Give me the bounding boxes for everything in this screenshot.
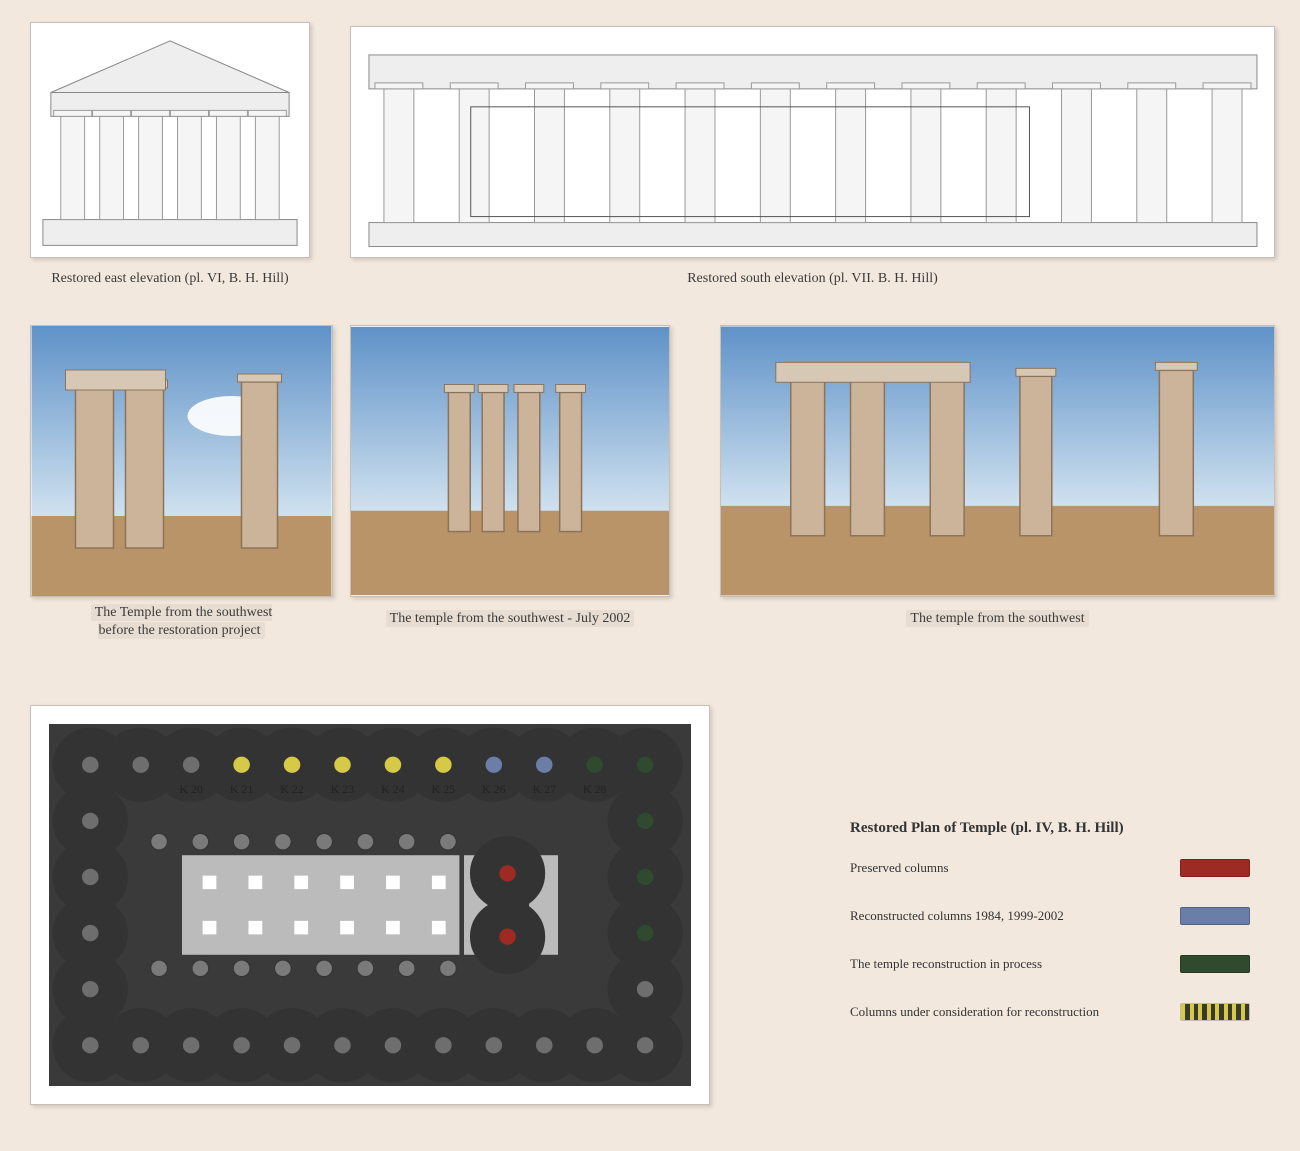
south-elevation-caption: Restored south elevation (pl. VII. B. H.…	[350, 270, 1275, 288]
svg-text:K 26: K 26	[482, 782, 506, 796]
legend-row: Columns under consideration for reconstr…	[850, 1003, 1250, 1021]
svg-text:K 23: K 23	[331, 782, 355, 796]
photo3-caption-text: The temple from the southwest	[906, 610, 1088, 627]
svg-text:K 20: K 20	[179, 782, 203, 796]
svg-text:K 22: K 22	[280, 782, 304, 796]
temple-plan: K 20K 21K 22K 23K 24K 25K 26K 27K 28K 29…	[30, 705, 710, 1105]
temple-plan-svg: K 20K 21K 22K 23K 24K 25K 26K 27K 28K 29…	[49, 724, 691, 1086]
svg-text:K 25: K 25	[432, 782, 456, 796]
svg-text:K 27: K 27	[533, 782, 557, 796]
svg-text:K 28: K 28	[583, 782, 607, 796]
south-elevation-svg	[351, 27, 1274, 258]
photo2-caption: The temple from the southwest - July 200…	[350, 610, 670, 628]
photo2-caption-text: The temple from the southwest - July 200…	[386, 610, 635, 627]
legend-label: Preserved columns	[850, 860, 1160, 876]
legend-row: The temple reconstruction in process	[850, 955, 1250, 973]
south-elevation-drawing	[350, 26, 1275, 258]
east-elevation-caption: Restored east elevation (pl. VI, B. H. H…	[30, 270, 310, 288]
photo1-caption-text: The Temple from the southwestbefore the …	[91, 604, 273, 639]
svg-text:K 21: K 21	[230, 782, 254, 796]
svg-text:K 24: K 24	[381, 782, 405, 796]
legend-swatch	[1180, 1003, 1250, 1021]
east-elevation-svg	[31, 23, 309, 257]
photo-current	[720, 325, 1275, 597]
legend-swatch	[1180, 859, 1250, 877]
legend-label: Reconstructed columns 1984, 1999-2002	[850, 908, 1160, 924]
photo-before-restoration	[30, 325, 333, 597]
legend-label: Columns under consideration for reconstr…	[850, 1004, 1160, 1020]
legend-row: Preserved columns	[850, 859, 1250, 877]
photo-july-2002	[350, 325, 670, 597]
legend-label: The temple reconstruction in process	[850, 956, 1160, 972]
photo1-caption: The Temple from the southwestbefore the …	[30, 604, 333, 640]
legend-swatch	[1180, 955, 1250, 973]
legend-title: Restored Plan of Temple (pl. IV, B. H. H…	[850, 820, 1250, 837]
plan-legend: Restored Plan of Temple (pl. IV, B. H. H…	[850, 820, 1250, 1051]
legend-swatch	[1180, 907, 1250, 925]
east-elevation-drawing	[30, 22, 310, 258]
legend-row: Reconstructed columns 1984, 1999-2002	[850, 907, 1250, 925]
photo3-caption: The temple from the southwest	[720, 610, 1275, 628]
